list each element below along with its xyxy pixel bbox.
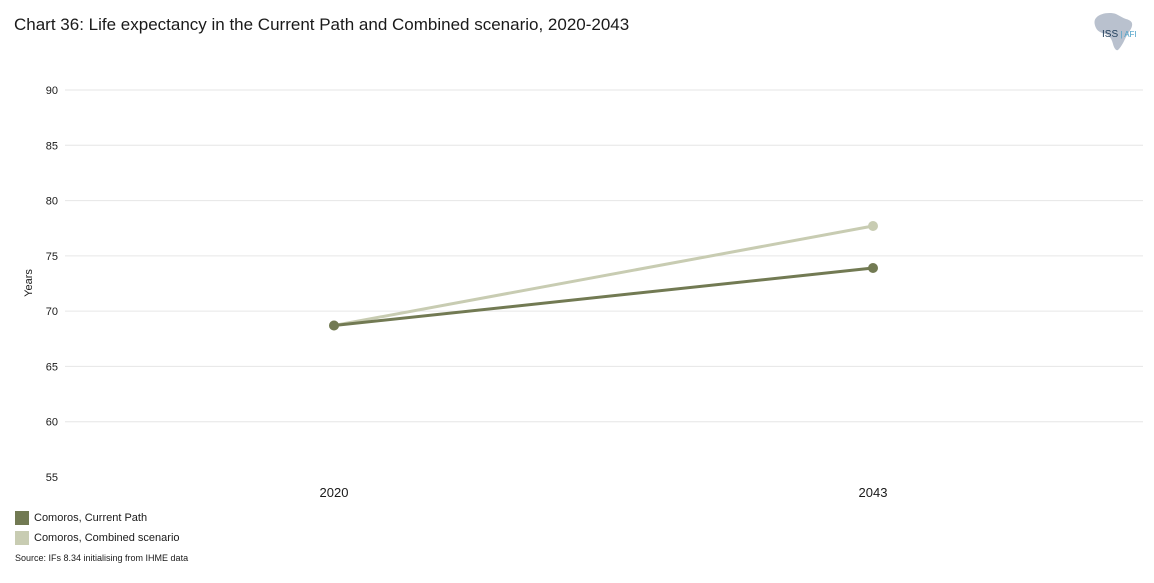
x-axis-ticks: 2020 2043: [320, 485, 888, 500]
logo-sub-text: | AFI: [1118, 30, 1137, 39]
series-line: [333, 266, 874, 328]
logo-main-text: ISS: [1102, 29, 1119, 40]
y-axis-ticks: 55 60 65 70 75 80 85 90: [46, 85, 58, 484]
x-tick-label: 2020: [320, 485, 349, 500]
africa-map-icon: [1094, 13, 1133, 51]
legend-label-combined-scenario: Comoros, Combined scenario: [34, 532, 180, 544]
legend-swatch-current-path: [15, 511, 29, 525]
legend-label-current-path: Comoros, Current Path: [34, 512, 148, 524]
y-axis-label: Years: [23, 269, 35, 297]
legend-item-combined-scenario: Comoros, Combined scenario: [15, 528, 180, 548]
logo-text: ISS | AFI: [1102, 29, 1137, 40]
y-tick-label: 60: [46, 417, 58, 429]
y-tick-label: 70: [46, 306, 58, 318]
y-tick-label: 90: [46, 85, 58, 97]
series-line: [333, 224, 874, 327]
data-point: [329, 320, 339, 331]
data-point: [868, 263, 878, 274]
y-tick-label: 75: [46, 251, 58, 263]
y-tick-label: 65: [46, 361, 58, 373]
gridlines: [65, 89, 1143, 423]
logo-sub-label: AFI: [1124, 30, 1137, 39]
y-tick-label: 85: [46, 140, 58, 152]
chart-title: Chart 36: Life expectancy in the Current…: [14, 15, 630, 34]
legend-item-current-path: Comoros, Current Path: [15, 508, 180, 528]
y-tick-label: 80: [46, 196, 58, 208]
series-lines: [329, 221, 878, 331]
y-tick-label: 55: [46, 472, 58, 484]
x-tick-label: 2043: [859, 485, 888, 500]
legend: Comoros, Current Path Comoros, Combined …: [15, 508, 180, 548]
source-note: Source: IFs 8.34 initialising from IHME …: [15, 553, 189, 563]
data-point: [868, 221, 878, 232]
legend-swatch-combined-scenario: [15, 531, 29, 545]
